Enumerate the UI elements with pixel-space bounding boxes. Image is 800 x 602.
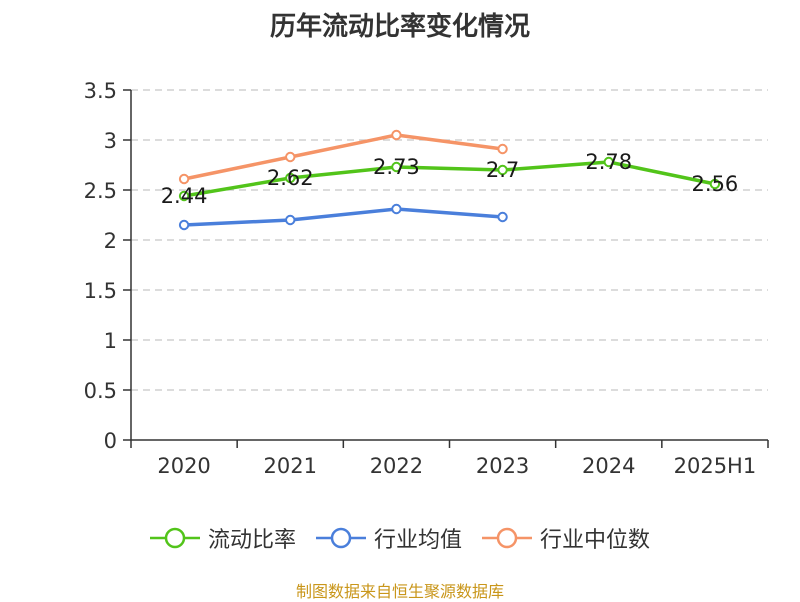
data-label: 2.73 xyxy=(373,155,420,179)
data-point xyxy=(178,173,190,185)
series-layer xyxy=(178,129,721,231)
data-point xyxy=(285,172,296,184)
y-tick-label: 1.5 xyxy=(84,279,117,303)
data-point xyxy=(391,129,402,141)
legend-label: 行业均值 xyxy=(373,528,462,553)
series-line xyxy=(183,160,716,198)
data-point xyxy=(178,219,190,231)
data-point xyxy=(178,190,190,202)
data-point xyxy=(285,151,296,163)
data-label: 2.56 xyxy=(692,172,739,196)
x-tick-label: 2020 xyxy=(157,454,210,478)
y-tick-label: 2.5 xyxy=(84,179,117,203)
data-label: 2.7 xyxy=(486,158,519,182)
source-note: 制图数据来自恒生聚源数据库 xyxy=(295,582,504,601)
legend-label: 行业中位数 xyxy=(540,528,651,553)
data-labels: 2.44 2.62 2.73 2.7 2.78 2.56 xyxy=(161,150,739,208)
data-point xyxy=(603,156,614,168)
legend-marker-icon xyxy=(149,527,200,549)
x-tick-label: 2024 xyxy=(582,454,635,478)
series-line xyxy=(184,207,503,227)
y-tick-label: 1 xyxy=(104,329,117,353)
x-tick-label: 2021 xyxy=(264,454,317,478)
y-tick-label: 3.5 xyxy=(84,79,117,103)
legend-label: 流动比率 xyxy=(207,528,296,553)
chart-title: 历年流动比率变化情况 xyxy=(269,12,530,42)
x-tick-label: 2025H1 xyxy=(674,454,757,478)
axes: 0 0.5 1 1.5 2 2.5 3 3.5 2020 2021 2022 2023 2024 2025… xyxy=(84,79,769,478)
legend-item[interactable]: 流动比率 xyxy=(149,522,296,554)
legend-item[interactable]: 行业中位数 xyxy=(482,522,650,554)
data-point xyxy=(497,164,508,176)
data-label: 2.78 xyxy=(585,150,632,174)
series-line xyxy=(183,133,503,181)
data-label: 2.44 xyxy=(161,184,208,208)
y-tick-label: 2 xyxy=(104,229,117,253)
legend-item[interactable]: 行业均值 xyxy=(315,522,462,554)
data-point xyxy=(497,143,508,155)
y-tick-label: 3 xyxy=(104,129,117,153)
legend-marker-icon xyxy=(315,527,366,549)
data-point xyxy=(497,211,508,223)
legend: 流动比率 行业均值 行业中位数 xyxy=(0,518,800,558)
data-point xyxy=(391,161,402,173)
legend-marker-icon xyxy=(482,527,532,549)
data-point xyxy=(285,214,296,226)
data-point xyxy=(391,203,402,215)
grid-lines xyxy=(131,89,768,391)
y-tick-label: 0 xyxy=(104,429,117,453)
y-tick-label: 0.5 xyxy=(84,379,117,403)
data-point xyxy=(709,178,721,190)
x-tick-label: 2023 xyxy=(476,454,529,478)
x-tick-label: 2022 xyxy=(370,454,423,478)
data-label: 2.62 xyxy=(267,166,314,190)
